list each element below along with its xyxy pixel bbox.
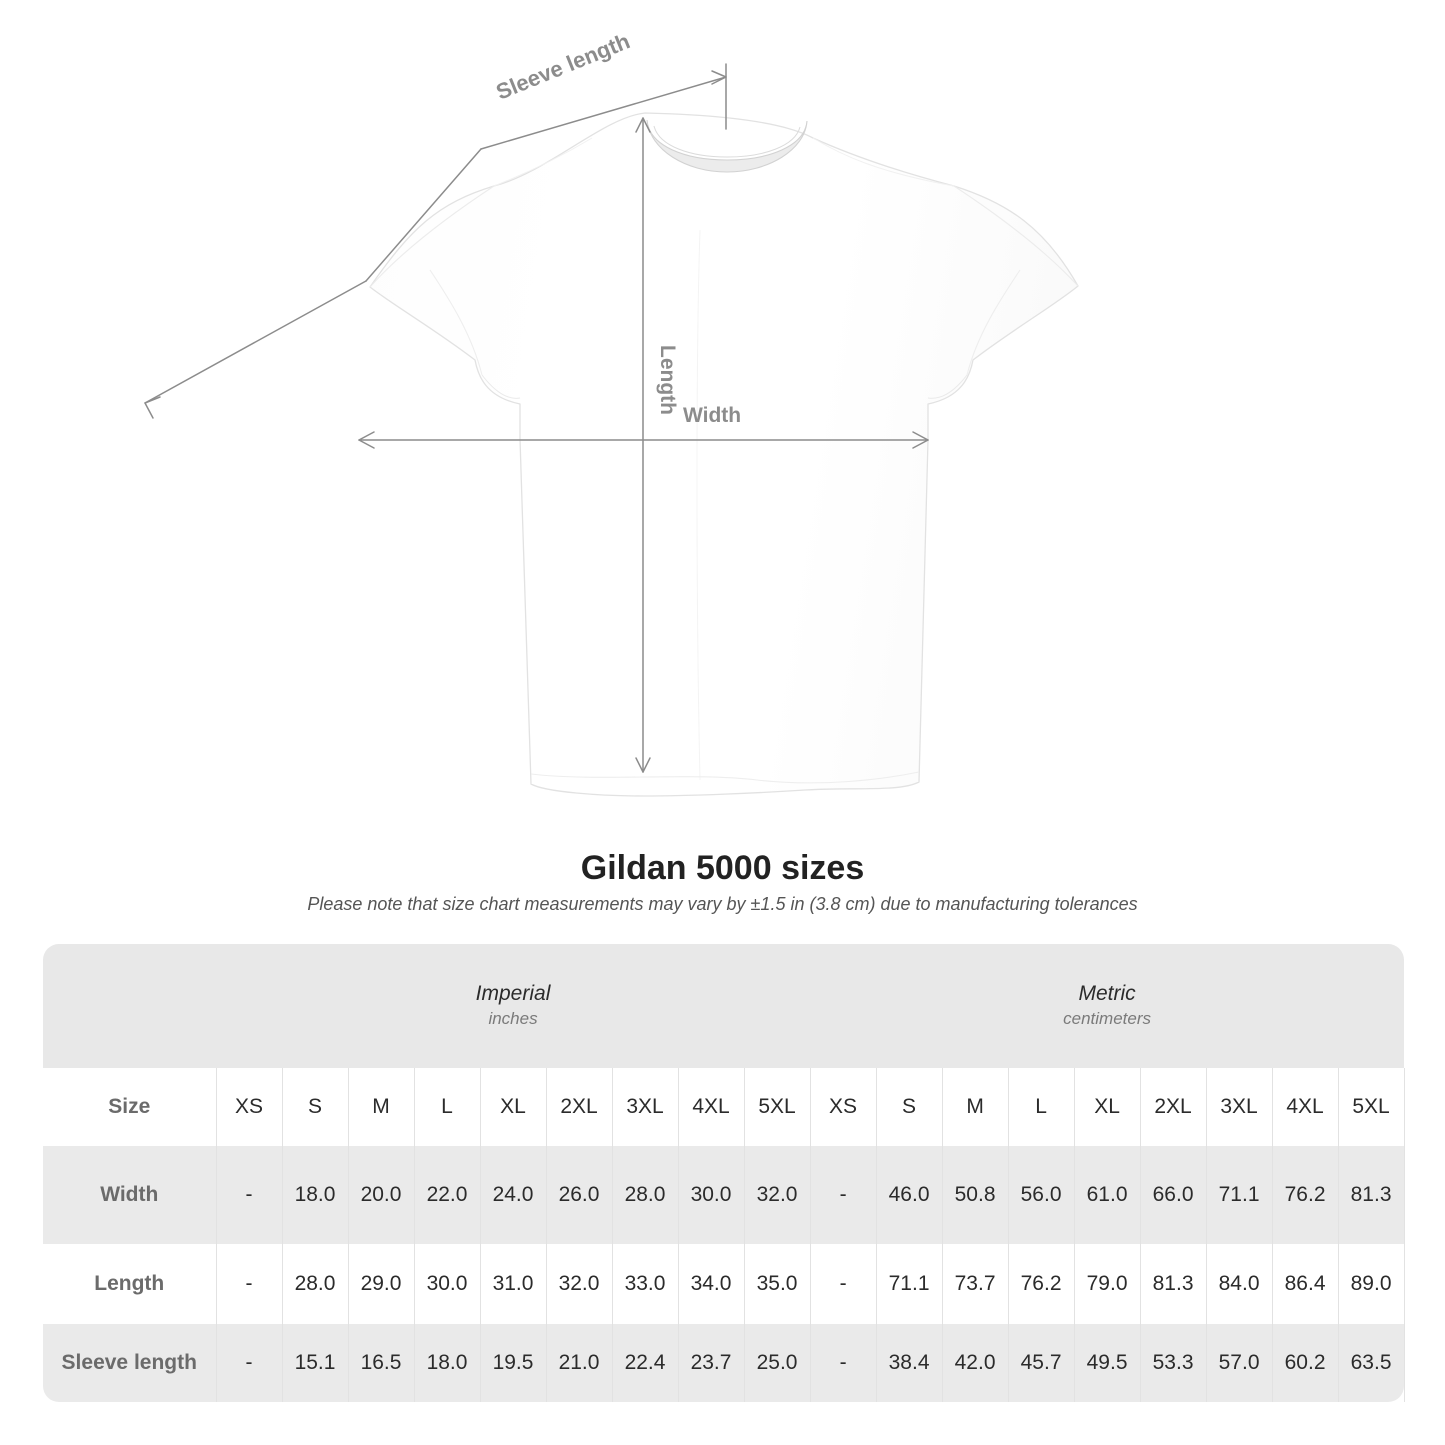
svg-text:Width: Width (683, 404, 741, 427)
svg-text:Length: Length (656, 345, 679, 415)
svg-text:Sleeve length: Sleeve length (493, 28, 634, 104)
